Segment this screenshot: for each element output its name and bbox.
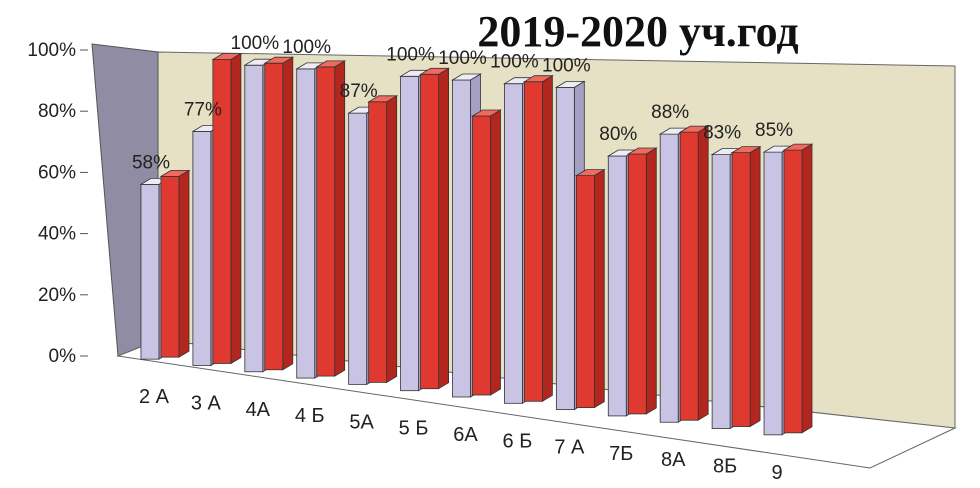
data-label: 100%	[542, 55, 591, 76]
bar	[731, 152, 751, 427]
data-label: 83%	[703, 123, 741, 144]
bar	[575, 175, 595, 409]
x-tick-label: 8А	[661, 449, 686, 471]
bar	[472, 115, 491, 396]
y-tick-label: 60%	[38, 162, 76, 183]
bar-side	[801, 143, 813, 434]
bar-top	[451, 73, 482, 81]
x-tick-label: 4 Б	[295, 405, 325, 427]
bar-side	[490, 109, 501, 396]
bar-side	[645, 147, 657, 415]
bar-side	[386, 95, 398, 384]
bar-top	[315, 60, 347, 68]
data-label: 88%	[651, 102, 689, 123]
bar-side	[178, 169, 190, 358]
x-tick-label: 6А	[453, 424, 478, 446]
bar-top	[730, 146, 762, 154]
bar-top	[626, 147, 658, 155]
data-label: 100%	[231, 33, 280, 54]
y-tick-label: 20%	[38, 285, 76, 306]
data-label: 80%	[599, 124, 637, 145]
bar	[264, 62, 284, 371]
bar-side	[438, 67, 450, 390]
y-tick-label: 0%	[49, 346, 77, 367]
x-tick-label: 9	[771, 462, 782, 484]
bar	[659, 133, 679, 423]
bar	[160, 175, 180, 358]
bar	[296, 68, 316, 379]
bar	[711, 154, 731, 429]
data-label: 87%	[340, 81, 378, 102]
data-label: 100%	[438, 48, 487, 69]
data-label: 100%	[282, 37, 331, 58]
x-tick-label: 2 А	[139, 386, 170, 408]
bar-top	[159, 169, 191, 177]
bar	[452, 79, 471, 398]
bar-side	[749, 145, 761, 428]
data-label: 100%	[490, 52, 539, 73]
data-label: 77%	[184, 99, 222, 120]
y-tick-label: 80%	[38, 101, 76, 122]
bar-top	[471, 109, 502, 117]
chart-title: 2019-2020 уч.год	[477, 7, 798, 56]
bar-top	[522, 75, 554, 83]
bar	[783, 149, 803, 434]
data-label: 100%	[386, 44, 435, 65]
x-tick-label: 6 Б	[503, 430, 533, 452]
chart-data-labels: 58%77%100% 100%87%100% 100% 100% 100%80%88%8…	[132, 33, 793, 173]
bar-top	[574, 169, 606, 177]
data-label: 58%	[132, 152, 170, 173]
bar	[524, 81, 543, 402]
x-tick-label: 7 А	[554, 437, 585, 459]
y-tick-label: 40%	[38, 224, 76, 245]
bar-side	[593, 168, 605, 409]
bar	[679, 131, 699, 421]
bar-side	[282, 56, 294, 371]
x-tick-label: 5А	[349, 411, 374, 433]
bar	[504, 83, 523, 404]
chart-bars	[139, 52, 814, 436]
y-tick-label: 100%	[27, 40, 76, 61]
bar-side	[334, 60, 346, 377]
bar-top	[211, 53, 243, 60]
data-label: 85%	[755, 120, 793, 141]
bar-top	[419, 67, 451, 75]
bar-top	[782, 143, 814, 151]
bar	[420, 73, 439, 390]
bar	[192, 131, 212, 366]
y-axis: 0% 20% 40% 60% 80% 100%	[27, 40, 88, 367]
bar	[316, 66, 336, 377]
bar-side	[230, 52, 242, 365]
x-tick-label: 3 А	[191, 392, 222, 414]
bar	[607, 155, 627, 417]
x-axis: 2 А 3 А 4А 4 Б 5А 5 Б 6А 6 Б 7 А 7Б 8А 8Б 9	[139, 386, 783, 484]
bar-top	[678, 125, 710, 133]
bar	[348, 112, 368, 385]
bar	[400, 75, 419, 392]
bar-top	[554, 81, 586, 88]
bar	[763, 151, 783, 436]
bar-side	[697, 125, 709, 421]
x-tick-label: 7Б	[609, 443, 633, 465]
bar-top	[367, 95, 399, 103]
bar-top	[263, 56, 295, 64]
bar	[140, 183, 160, 360]
x-tick-label: 4А	[246, 399, 271, 421]
x-tick-label: 8Б	[713, 456, 737, 478]
bar	[368, 101, 388, 383]
bar	[627, 153, 647, 415]
x-tick-label: 5 Б	[399, 418, 429, 440]
bar-side	[542, 74, 553, 403]
bar	[555, 86, 575, 411]
bar	[244, 64, 264, 373]
